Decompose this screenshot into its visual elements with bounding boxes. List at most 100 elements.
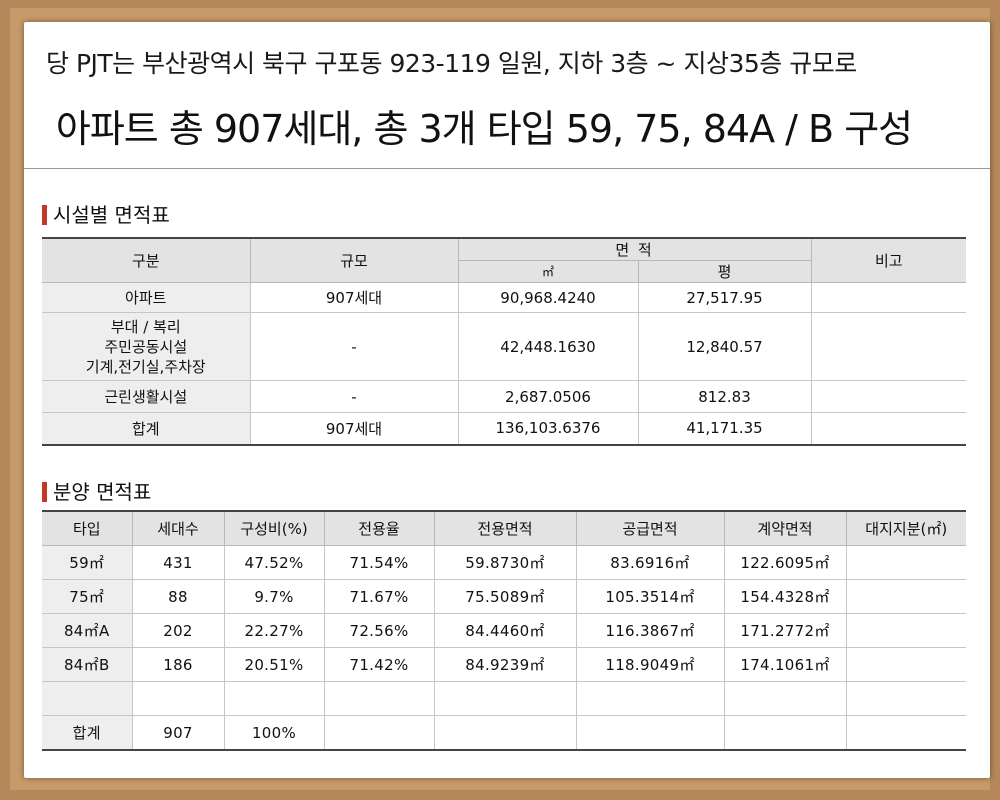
cell-contract-area xyxy=(723,681,847,716)
cell-contract-area: 122.6095㎡ xyxy=(723,545,847,580)
col-scale: 규모 xyxy=(249,237,459,283)
cell-supply-area: 105.3514㎡ xyxy=(575,579,725,614)
row-pyeong: 12,840.57 xyxy=(637,312,812,381)
cell-supply-area: 118.9049㎡ xyxy=(575,647,725,682)
cell-exclusive-area: 84.4460㎡ xyxy=(433,613,577,648)
cell-type: 84㎡B xyxy=(42,647,133,682)
cell-type xyxy=(42,681,133,716)
sales-title-text: 분양 면적표 xyxy=(53,480,152,504)
cell-land-share xyxy=(845,647,966,682)
cell-supply-area: 83.6916㎡ xyxy=(575,545,725,580)
table-total-row: 합계 907 100% xyxy=(42,715,966,751)
col-exclusive-area: 전용면적 xyxy=(433,510,577,546)
cell-exclusive-area: 75.5089㎡ xyxy=(433,579,577,614)
cell-exclusive-rate xyxy=(323,681,435,716)
row-pyeong: 812.83 xyxy=(637,380,812,413)
row-m2: 136,103.6376 xyxy=(457,412,639,445)
cell-ratio: 100% xyxy=(223,715,325,751)
col-land-share: 대지지분(㎡) xyxy=(845,510,966,546)
cell-supply-area xyxy=(575,715,725,751)
table-row: 근린생활시설 - 2,687.0506 812.83 xyxy=(42,380,966,413)
row-category: 합계 xyxy=(42,412,251,445)
table-row: 84㎡A 202 22.27% 72.56% 84.4460㎡ 116.3867… xyxy=(42,613,966,648)
col-area-m2: ㎡ xyxy=(458,260,639,283)
cell-exclusive-area xyxy=(433,681,577,716)
row-category: 근린생활시설 xyxy=(42,380,251,413)
cell-type: 59㎡ xyxy=(42,545,133,580)
col-note: 비고 xyxy=(810,237,966,283)
cell-units: 431 xyxy=(131,545,225,580)
row-note xyxy=(810,282,966,313)
cell-land-share xyxy=(845,579,966,614)
facility-title-text: 시설별 면적표 xyxy=(53,203,170,227)
cell-units xyxy=(131,681,225,716)
facility-section-title: 시설별 면적표 xyxy=(42,199,170,228)
cell-supply-area xyxy=(575,681,725,716)
col-area-pyeong: 평 xyxy=(637,260,811,283)
cell-units: 88 xyxy=(131,579,225,614)
row-scale: 907세대 xyxy=(249,282,459,313)
cell-exclusive-rate: 72.56% xyxy=(323,613,435,648)
table-row: 부대 / 복리 주민공동시설 기계,전기실,주차장 - 42,448.1630 … xyxy=(42,312,966,381)
row-category: 아파트 xyxy=(42,282,251,313)
col-area: 면 적 xyxy=(457,237,812,261)
wood-frame: 당 PJT는 부산광역시 북구 구포동 923-119 일원, 지하 3층 ~ … xyxy=(10,8,990,790)
row-m2: 2,687.0506 xyxy=(457,380,639,413)
col-category: 구분 xyxy=(42,237,251,283)
cell-contract-area xyxy=(723,715,847,751)
col-ratio: 구성비(%) xyxy=(223,510,325,546)
row-category: 부대 / 복리 주민공동시설 기계,전기실,주차장 xyxy=(42,312,251,381)
sales-section-title: 분양 면적표 xyxy=(42,476,151,505)
cell-ratio: 47.52% xyxy=(223,545,325,580)
cell-type: 84㎡A xyxy=(42,613,133,648)
cell-units: 202 xyxy=(131,613,225,648)
document-panel: 당 PJT는 부산광역시 북구 구포동 923-119 일원, 지하 3층 ~ … xyxy=(24,22,990,778)
cell-land-share xyxy=(845,545,966,580)
table-total-row: 합계 907세대 136,103.6376 41,171.35 xyxy=(42,412,966,445)
col-supply-area: 공급면적 xyxy=(575,510,725,546)
cell-exclusive-area: 59.8730㎡ xyxy=(433,545,577,580)
cell-exclusive-rate xyxy=(323,715,435,751)
cell-land-share xyxy=(845,681,966,716)
row-scale: 907세대 xyxy=(249,412,459,445)
cell-land-share xyxy=(845,715,966,751)
table-row: 75㎡ 88 9.7% 71.67% 75.5089㎡ 105.3514㎡ 15… xyxy=(42,579,966,614)
cell-ratio: 9.7% xyxy=(223,579,325,614)
row-m2: 42,448.1630 xyxy=(457,312,639,381)
cell-exclusive-rate: 71.42% xyxy=(323,647,435,682)
row-m2: 90,968.4240 xyxy=(457,282,639,313)
cell-units: 907 xyxy=(131,715,225,751)
table-row: 아파트 907세대 90,968.4240 27,517.95 xyxy=(42,282,966,313)
cell-contract-area: 154.4328㎡ xyxy=(723,579,847,614)
table-row: 84㎡B 186 20.51% 71.42% 84.9239㎡ 118.9049… xyxy=(42,647,966,682)
row-note xyxy=(810,412,966,445)
header: 당 PJT는 부산광역시 북구 구포동 923-119 일원, 지하 3층 ~ … xyxy=(24,22,990,169)
header-line-2: 아파트 총 907세대, 총 3개 타입 59, 75, 84A / B 구성 xyxy=(55,107,913,151)
cell-exclusive-area: 84.9239㎡ xyxy=(433,647,577,682)
section-marker xyxy=(42,205,47,225)
row-pyeong: 41,171.35 xyxy=(637,412,812,445)
facility-area-table: 구분 규모 면 적 비고 ㎡ 평 아파트 907세대 90,968.4240 2… xyxy=(42,237,966,446)
col-units: 세대수 xyxy=(131,510,225,546)
cell-ratio: 20.51% xyxy=(223,647,325,682)
cell-exclusive-area xyxy=(433,715,577,751)
row-scale: - xyxy=(249,312,459,381)
cell-supply-area: 116.3867㎡ xyxy=(575,613,725,648)
cell-ratio: 22.27% xyxy=(223,613,325,648)
cell-type: 합계 xyxy=(42,715,133,751)
cell-units: 186 xyxy=(131,647,225,682)
table-row: 59㎡ 431 47.52% 71.54% 59.8730㎡ 83.6916㎡ … xyxy=(42,545,966,580)
row-scale: - xyxy=(249,380,459,413)
cell-exclusive-rate: 71.67% xyxy=(323,579,435,614)
row-note xyxy=(810,312,966,381)
row-pyeong: 27,517.95 xyxy=(637,282,812,313)
col-contract-area: 계약면적 xyxy=(723,510,847,546)
cell-type: 75㎡ xyxy=(42,579,133,614)
cell-land-share xyxy=(845,613,966,648)
cell-ratio xyxy=(223,681,325,716)
sales-area-table: 타입 세대수 구성비(%) 전용율 전용면적 공급면적 계약면적 대지지분(㎡)… xyxy=(42,510,966,751)
cell-contract-area: 171.2772㎡ xyxy=(723,613,847,648)
table-row xyxy=(42,681,966,716)
cell-contract-area: 174.1061㎡ xyxy=(723,647,847,682)
cell-exclusive-rate: 71.54% xyxy=(323,545,435,580)
